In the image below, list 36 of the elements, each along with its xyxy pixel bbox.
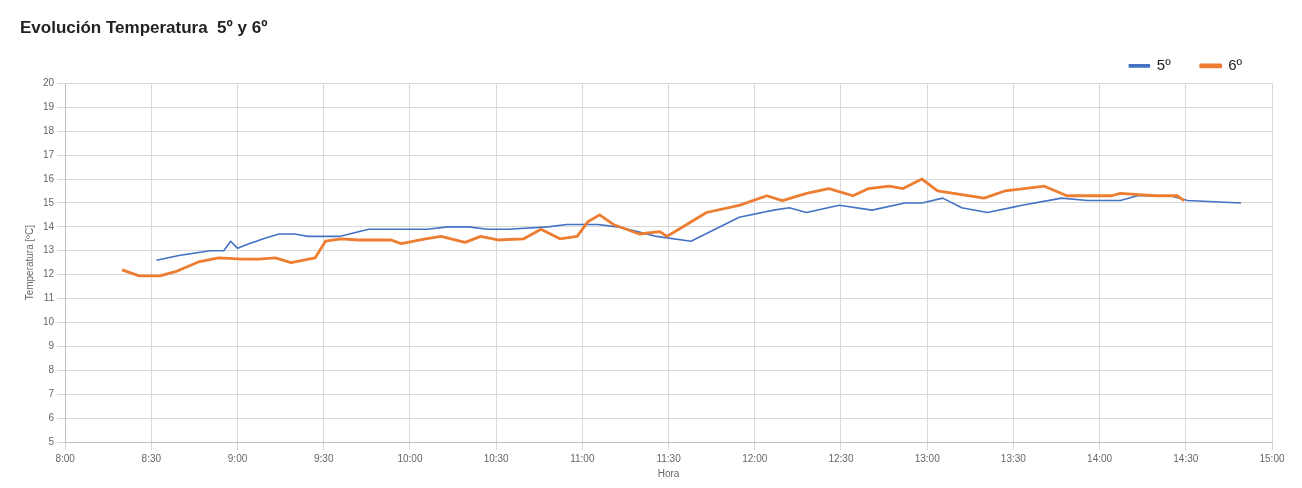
y-tick-label: 17 <box>43 148 55 160</box>
x-tick-label: 12:00 <box>742 452 768 464</box>
x-tick-label: 12:30 <box>828 452 854 464</box>
x-tick-label: 8:30 <box>141 452 162 464</box>
y-tick-label: 12 <box>43 268 55 280</box>
y-tick-label: 19 <box>43 101 55 113</box>
legend-label: 5º <box>1156 56 1172 74</box>
y-tick-label: 15 <box>43 196 55 208</box>
y-tick-label: 5 <box>48 435 55 447</box>
x-tick-label: 14:00 <box>1087 452 1113 464</box>
y-tick-label: 14 <box>43 220 55 232</box>
y-axis-title: Temperatura [ºC] <box>23 224 35 301</box>
legend-label: 6º <box>1228 56 1243 74</box>
y-tick-label: 16 <box>43 172 55 184</box>
x-tick-label: 10:30 <box>483 452 510 464</box>
y-tick-label: 11 <box>43 292 55 304</box>
x-tick-label: 10:00 <box>397 452 423 464</box>
y-tick-label: 20 <box>43 77 55 89</box>
x-tick-label: 9:00 <box>227 452 248 464</box>
x-tick-label: 13:00 <box>914 452 941 464</box>
x-axis-title: Hora <box>657 467 680 479</box>
y-tick-label: 8 <box>48 364 55 376</box>
y-tick-label: 18 <box>43 124 55 136</box>
x-tick-label: 11:00 <box>570 452 595 464</box>
x-tick-label: 9:30 <box>314 452 334 464</box>
y-tick-label: 7 <box>48 387 55 399</box>
y-tick-label: 13 <box>43 244 55 256</box>
x-tick-label: 8:00 <box>55 452 76 464</box>
y-tick-label: 9 <box>48 340 55 352</box>
x-tick-label: 15:00 <box>1259 452 1285 464</box>
y-tick-label: 10 <box>43 316 55 328</box>
x-tick-label: 13:30 <box>1000 452 1027 464</box>
y-tick-label: 6 <box>48 411 55 423</box>
chart-title: Evolución Temperatura 5º y 6º <box>20 17 268 37</box>
x-tick-label: 11:30 <box>656 452 682 464</box>
x-tick-label: 14:30 <box>1173 452 1199 464</box>
